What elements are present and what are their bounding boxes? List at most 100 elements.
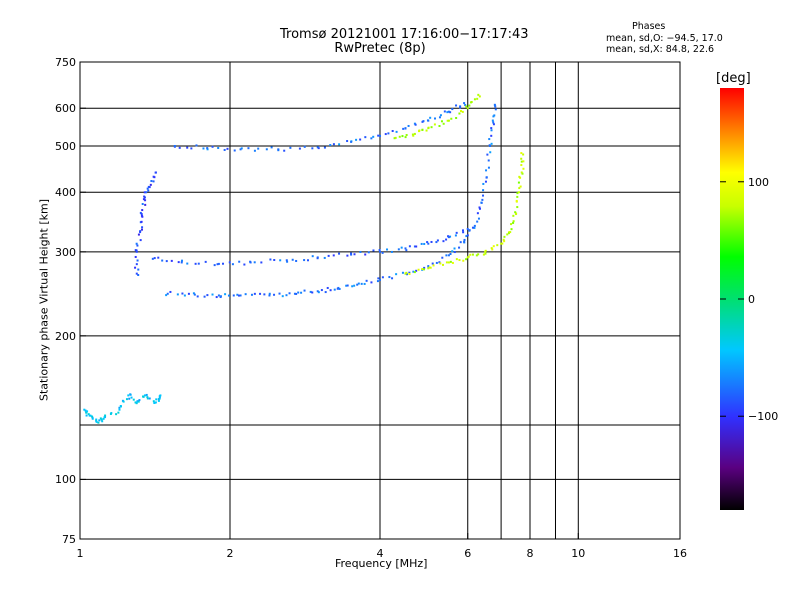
data-point <box>427 267 430 270</box>
data-point <box>462 259 465 262</box>
data-point <box>217 146 220 149</box>
data-point <box>152 180 155 183</box>
data-point <box>490 129 493 132</box>
data-point <box>158 397 161 400</box>
data-point <box>451 261 454 264</box>
data-point <box>484 250 487 253</box>
data-point <box>520 171 523 174</box>
data-point <box>213 264 216 267</box>
data-point <box>432 264 435 267</box>
data-point <box>98 419 101 422</box>
data-point <box>476 97 479 100</box>
data-point <box>324 291 327 294</box>
data-point <box>359 138 362 141</box>
data-point <box>286 260 289 263</box>
data-point <box>461 229 464 232</box>
data-point <box>401 135 404 138</box>
data-point <box>307 259 310 262</box>
data-point <box>387 132 390 135</box>
data-point <box>135 242 138 245</box>
data-point <box>445 238 448 241</box>
data-point <box>454 234 457 237</box>
data-point <box>453 251 456 254</box>
data-point <box>451 108 454 111</box>
data-point <box>183 294 186 297</box>
data-point <box>135 250 138 253</box>
data-point <box>485 169 488 172</box>
data-point <box>490 247 493 250</box>
data-point <box>144 203 147 206</box>
data-point <box>412 134 415 137</box>
data-point <box>317 291 320 294</box>
chart-title: Tromsø 20121001 17:16:00−17:17:43 <box>280 27 529 42</box>
data-point <box>404 272 407 275</box>
data-point <box>338 143 341 146</box>
data-point <box>458 112 461 115</box>
data-point <box>193 293 196 296</box>
data-point <box>350 252 353 255</box>
data-point <box>118 408 121 411</box>
data-point <box>464 104 467 107</box>
data-point <box>488 138 491 141</box>
data-point <box>442 122 445 125</box>
data-point <box>152 400 155 403</box>
data-point <box>426 241 429 244</box>
data-point <box>473 224 476 227</box>
data-point <box>365 279 368 282</box>
data-point <box>522 167 525 170</box>
data-point <box>186 262 189 265</box>
data-point <box>333 288 336 291</box>
data-point <box>379 134 381 137</box>
data-point <box>129 393 132 396</box>
data-point <box>85 411 88 414</box>
data-point <box>473 226 476 229</box>
data-point <box>428 266 431 269</box>
data-point <box>327 254 330 257</box>
data-point <box>165 260 168 263</box>
axis-ticks <box>79 61 681 540</box>
data-point <box>463 238 466 241</box>
data-point <box>192 292 195 295</box>
data-point <box>223 148 226 151</box>
data-point <box>260 261 263 264</box>
data-point <box>484 252 487 255</box>
data-point <box>217 262 220 265</box>
data-point <box>359 250 362 253</box>
data-point <box>435 261 438 264</box>
colorbar-ticks <box>720 181 744 417</box>
data-point <box>278 292 281 295</box>
chart-subtitle: RwPretec (8p) <box>334 41 426 56</box>
data-point <box>194 262 197 265</box>
data-point <box>364 136 367 139</box>
data-point <box>138 399 141 402</box>
data-point <box>85 414 88 417</box>
data-point <box>487 166 490 169</box>
y-tick-label: 600 <box>55 102 76 116</box>
data-point <box>471 253 474 256</box>
data-point <box>434 117 437 120</box>
data-point <box>309 290 312 293</box>
data-point <box>311 255 314 258</box>
data-point <box>159 394 162 397</box>
data-point <box>289 146 292 149</box>
data-point <box>447 236 450 239</box>
data-point <box>427 119 430 122</box>
colorbar-tick-label: 0 <box>748 293 755 306</box>
data-point <box>466 256 469 259</box>
data-point <box>503 240 506 243</box>
data-point <box>329 144 332 147</box>
x-tick-label: 2 <box>226 547 234 560</box>
data-point <box>510 223 513 226</box>
data-point <box>151 257 154 260</box>
data-point <box>244 293 247 296</box>
data-point <box>395 273 398 276</box>
data-point <box>90 415 93 418</box>
data-point <box>477 93 480 96</box>
data-point <box>332 143 335 146</box>
data-point <box>117 411 120 414</box>
data-point <box>436 239 439 242</box>
data-point <box>413 245 416 248</box>
colorbar-label: [deg] <box>716 71 751 86</box>
data-point <box>500 242 503 245</box>
data-point <box>178 146 181 149</box>
